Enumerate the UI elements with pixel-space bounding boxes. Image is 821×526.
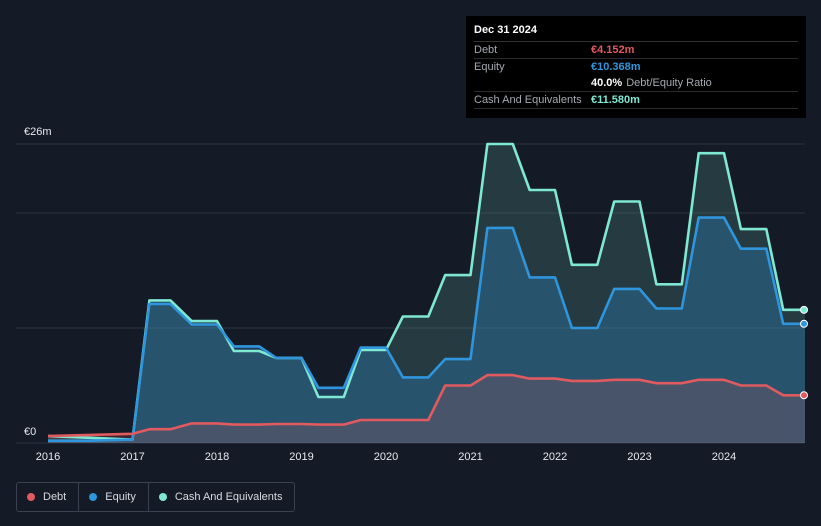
x-tick-label: 2018 [205, 451, 229, 463]
series-lines [47, 142, 805, 442]
x-tick-label: 2022 [543, 451, 567, 463]
x-axis-labels: 2016 2017 2018 2019 2020 2021 2022 2023 2024 [36, 451, 736, 463]
y-tick-label-max: €26m [24, 126, 52, 138]
y-tick-label-min: €0 [24, 426, 36, 438]
tooltip-ratio-spacer [474, 75, 591, 91]
x-tick-label: 2017 [120, 451, 144, 463]
equity-dot-icon [89, 493, 98, 501]
equity-area [48, 217, 805, 443]
cash-dot-icon [158, 493, 167, 501]
debt-dot-icon [27, 493, 35, 501]
debt-end-marker [800, 391, 808, 400]
x-tick-label: 2023 [627, 451, 651, 463]
tooltip-date: Dec 31 2024 [474, 24, 798, 42]
legend-cash-label: Cash And Equivalents [174, 491, 283, 503]
tooltip-row-equity: Equity €10.368m [474, 59, 798, 75]
cash-area [48, 144, 805, 443]
legend-item-equity[interactable]: Equity [79, 483, 149, 511]
tooltip-ratio-value: 40.0% [591, 77, 623, 89]
x-tick-label: 2021 [458, 451, 482, 463]
tooltip-equity-value: €10.368m [591, 61, 641, 73]
cash-line [47, 142, 805, 441]
tooltip-equity-label: Equity [474, 61, 505, 73]
equity-line [48, 216, 805, 442]
debt-line [47, 373, 805, 438]
cash-end-marker [800, 305, 808, 314]
equity-end-marker [800, 319, 808, 328]
tooltip-row-cash: Cash And Equivalents €11.580m [474, 92, 798, 109]
chart-legend: Debt Equity Cash And Equivalents [16, 482, 296, 512]
debt-area [48, 375, 805, 443]
tooltip-debt-label: Debt [474, 44, 498, 56]
tooltip-row-debt: Debt €4.152m [474, 42, 798, 59]
tooltip-cash-value: €11.580m [591, 94, 640, 106]
legend-item-cash[interactable]: Cash And Equivalents [149, 483, 295, 511]
tooltip-ratio-label: Debt/Equity Ratio [626, 77, 712, 89]
tooltip-debt-value: €4.152m [591, 44, 635, 56]
x-tick-label: 2016 [36, 451, 60, 463]
series-areas [48, 144, 805, 443]
tooltip-panel: Dec 31 2024 Debt €4.152m Equity €10.368m… [466, 16, 806, 118]
end-markers [800, 305, 808, 400]
y-axis-labels: €0 €26m [24, 126, 52, 438]
x-tick-label: 2020 [374, 451, 398, 463]
legend-item-debt[interactable]: Debt [17, 483, 80, 511]
x-tick-label: 2019 [289, 451, 313, 463]
legend-equity-label: Equity [105, 491, 136, 503]
tooltip-row-ratio: 40.0% Debt/Equity Ratio [474, 75, 798, 92]
legend-debt-label: Debt [43, 491, 67, 503]
x-tick-label: 2024 [712, 451, 736, 463]
tooltip-cash-label: Cash And Equivalents [474, 94, 582, 106]
